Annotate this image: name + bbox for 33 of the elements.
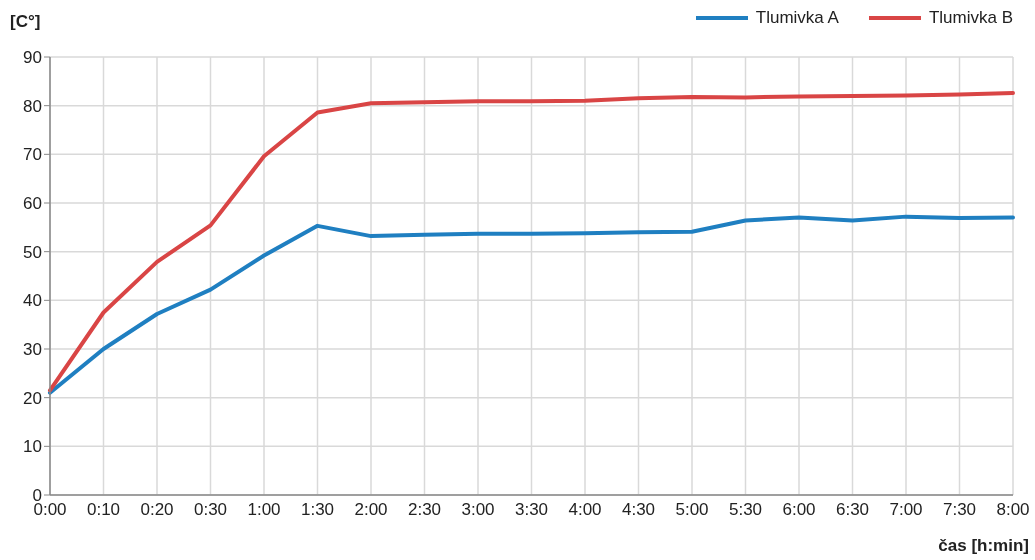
x-tick-label: 0:20 — [140, 500, 174, 520]
y-tick-label: 10 — [23, 437, 42, 457]
y-tick-label: 90 — [23, 48, 42, 68]
x-tick-label: 1:30 — [300, 500, 335, 520]
line-series — [48, 91, 1015, 393]
x-tick-label: 0:30 — [193, 500, 228, 520]
x-tick-label: 4:30 — [621, 500, 656, 520]
x-tick-label: 2:30 — [407, 500, 442, 520]
x-tick-label: 7:00 — [889, 500, 923, 520]
x-tick-label: 3:30 — [514, 500, 549, 520]
legend-label: Tlumivka A — [755, 8, 839, 28]
line-series — [48, 214, 1015, 395]
y-tick-label: 70 — [23, 145, 42, 165]
x-tick-label: 1:00 — [247, 500, 281, 520]
x-tick-label: 5:30 — [728, 500, 763, 520]
legend-label: Tlumivka B — [928, 8, 1013, 28]
x-tick-label: 5:00 — [675, 500, 709, 520]
x-axis-title: čas [h:min] — [938, 536, 1029, 556]
y-tick-label: 30 — [23, 340, 42, 360]
x-tick-label: 0:10 — [86, 500, 121, 520]
x-tick-label: 4:00 — [568, 500, 602, 520]
x-tick-label: 8:00 — [996, 500, 1030, 520]
y-axis-title: [C°] — [10, 12, 41, 32]
x-tick-label: 7:30 — [942, 500, 977, 520]
y-tick-label: 20 — [23, 388, 42, 408]
y-tick-label: 40 — [23, 291, 42, 311]
y-tick-label: 50 — [23, 242, 42, 262]
y-tick-label: 80 — [23, 96, 42, 116]
x-tick-label: 6:30 — [835, 500, 870, 520]
x-tick-label: 3:00 — [461, 500, 495, 520]
y-tick-label: 60 — [23, 194, 42, 214]
x-tick-label: 2:00 — [354, 500, 388, 520]
x-tick-label: 6:00 — [782, 500, 816, 520]
